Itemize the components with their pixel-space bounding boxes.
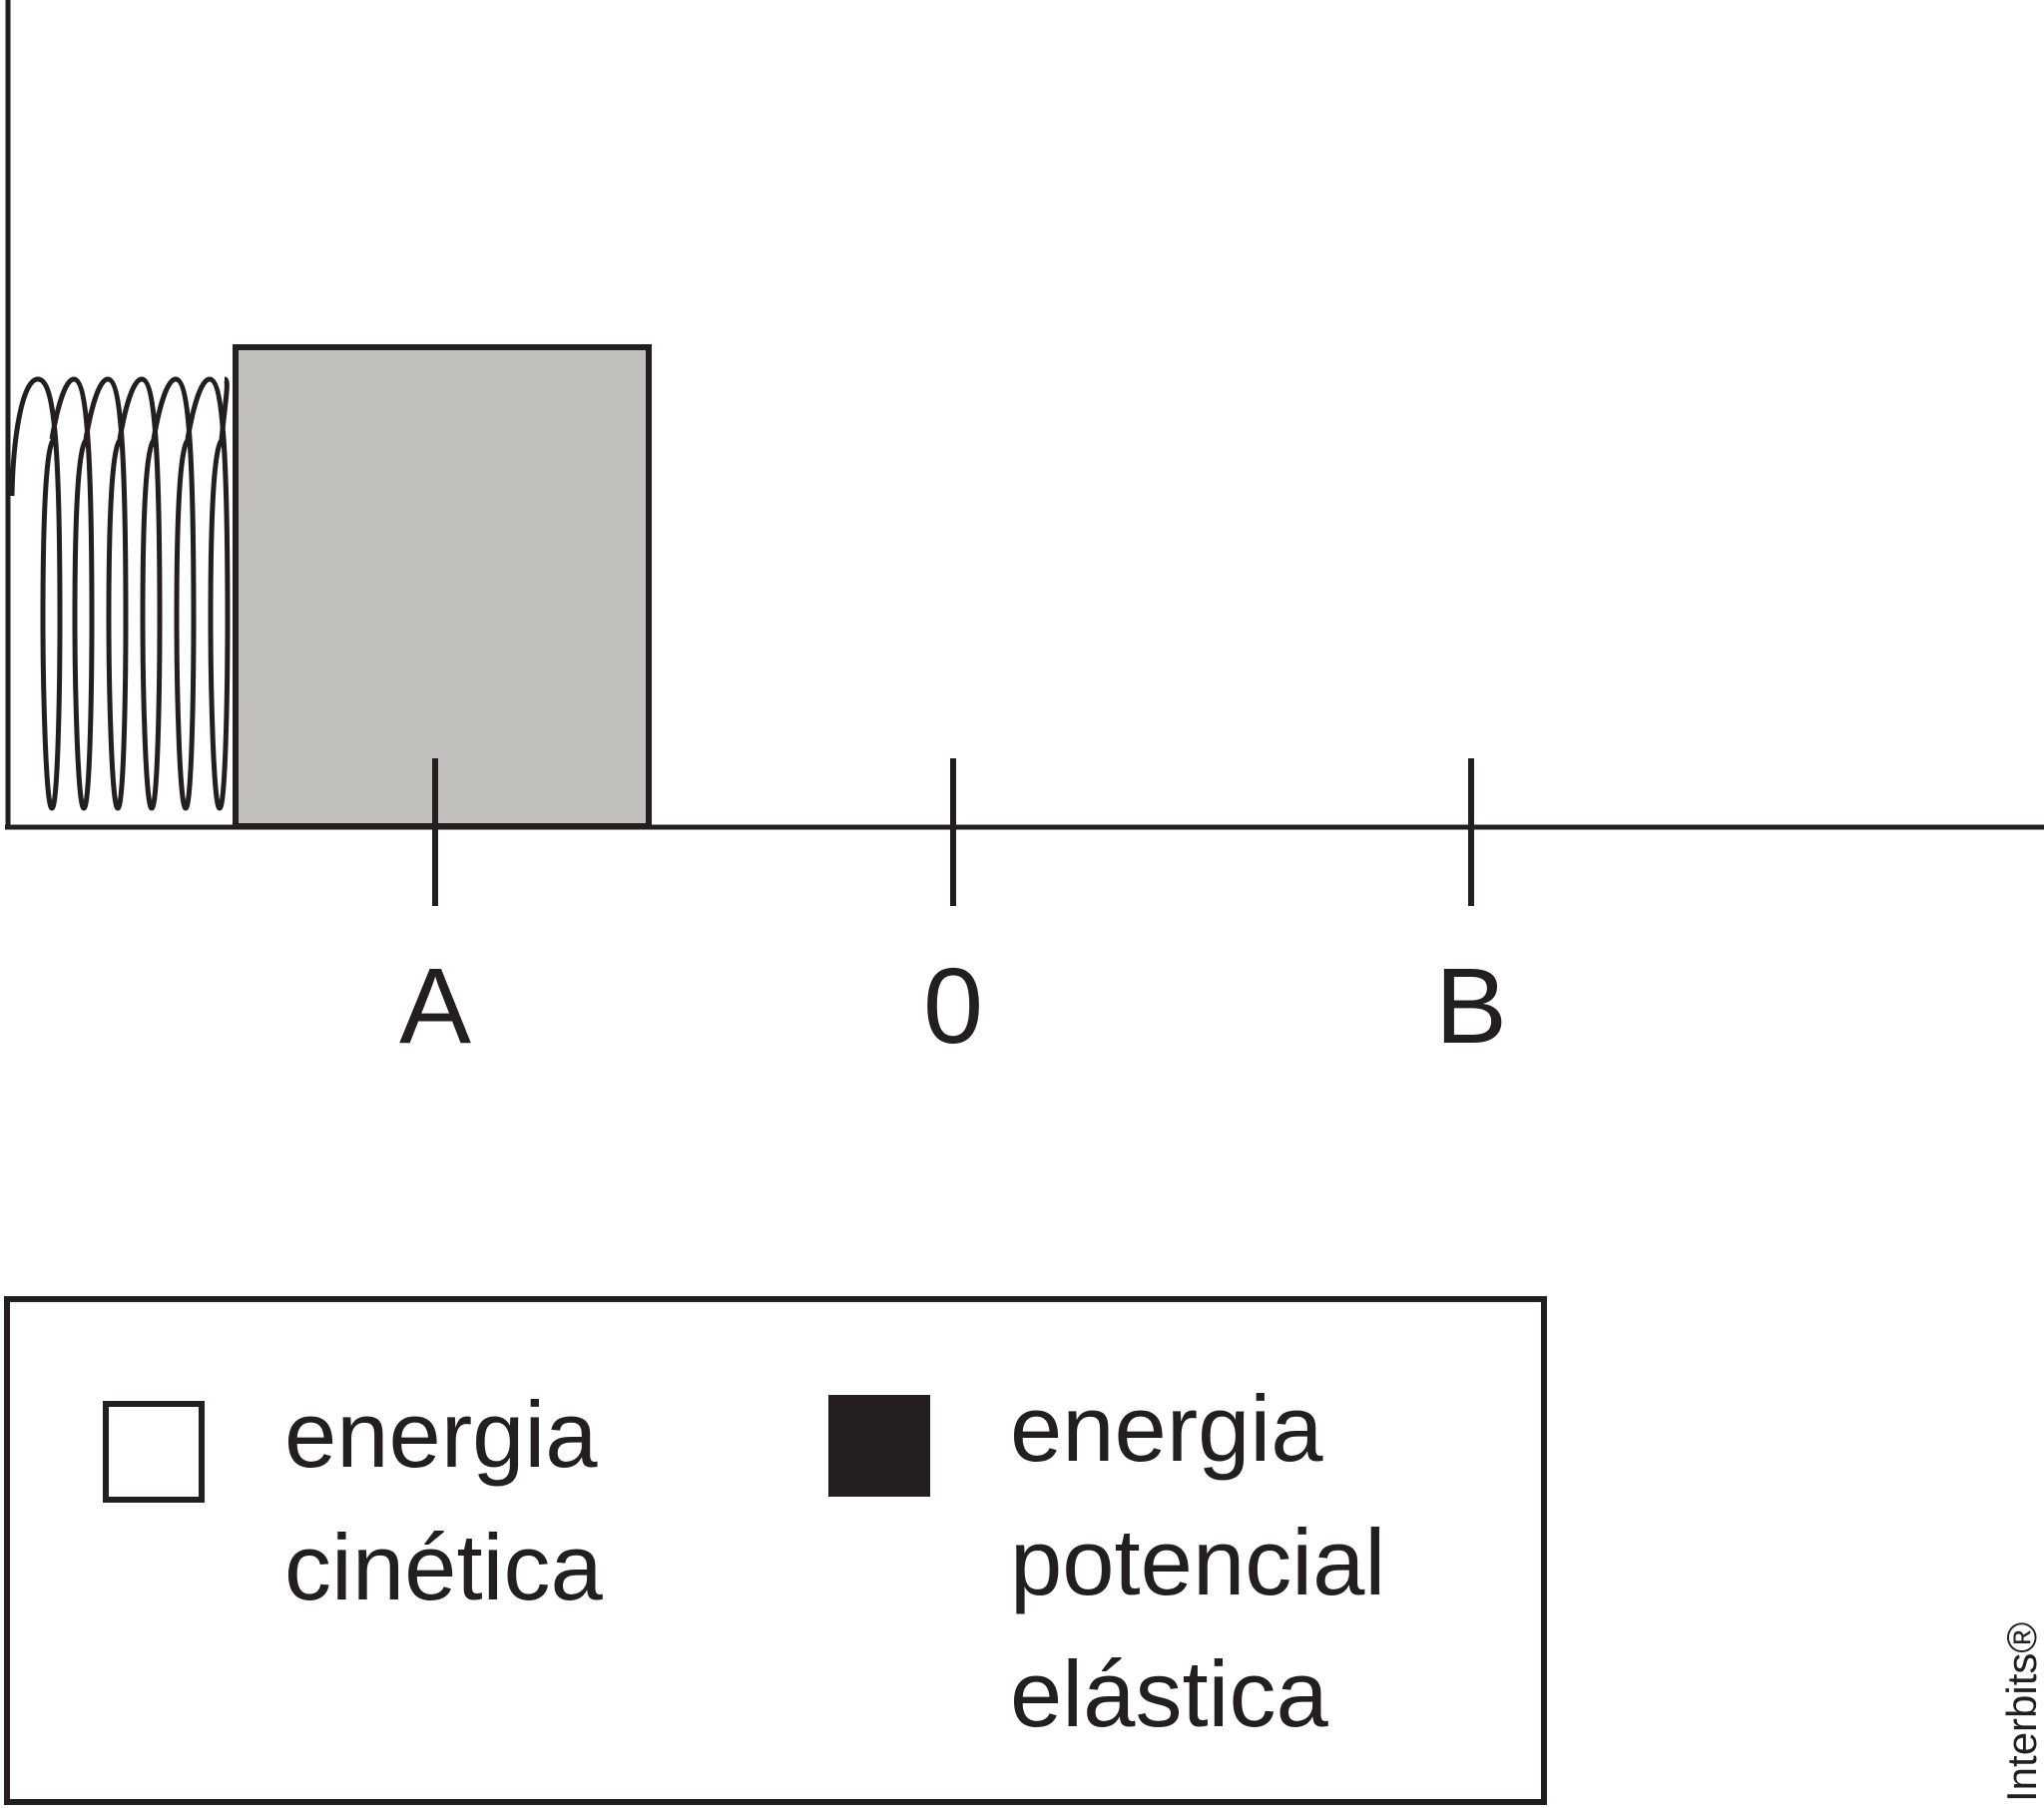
spring-coil-6 bbox=[185, 376, 231, 811]
spring-coil-2 bbox=[49, 376, 95, 811]
spring bbox=[9, 376, 231, 811]
block bbox=[233, 344, 652, 829]
point-label-0: 0 bbox=[923, 945, 983, 1066]
legend-kinetic-line-1: energia bbox=[284, 1382, 598, 1487]
legend-swatch-kinetic bbox=[103, 1401, 205, 1503]
legend-potential-line-3: elástica bbox=[1010, 1641, 1328, 1746]
legend-potential-line-1: energia bbox=[1010, 1376, 1323, 1481]
spring-coil-5 bbox=[151, 376, 197, 811]
watermark: Interbits® bbox=[1998, 1622, 2044, 1802]
spring-coil-4 bbox=[117, 376, 163, 811]
point-label-B: B bbox=[1435, 945, 1507, 1066]
legend-box bbox=[4, 1296, 1547, 1805]
spring-end bbox=[219, 376, 230, 440]
legend-kinetic-line-2: cinética bbox=[284, 1515, 603, 1619]
point-label-A: A bbox=[399, 945, 471, 1066]
spring-coil-1 bbox=[9, 376, 63, 811]
legend-swatch-potential bbox=[828, 1395, 930, 1497]
legend-potential-line-2: potencial bbox=[1010, 1510, 1385, 1614]
spring-coil-3 bbox=[83, 376, 129, 811]
